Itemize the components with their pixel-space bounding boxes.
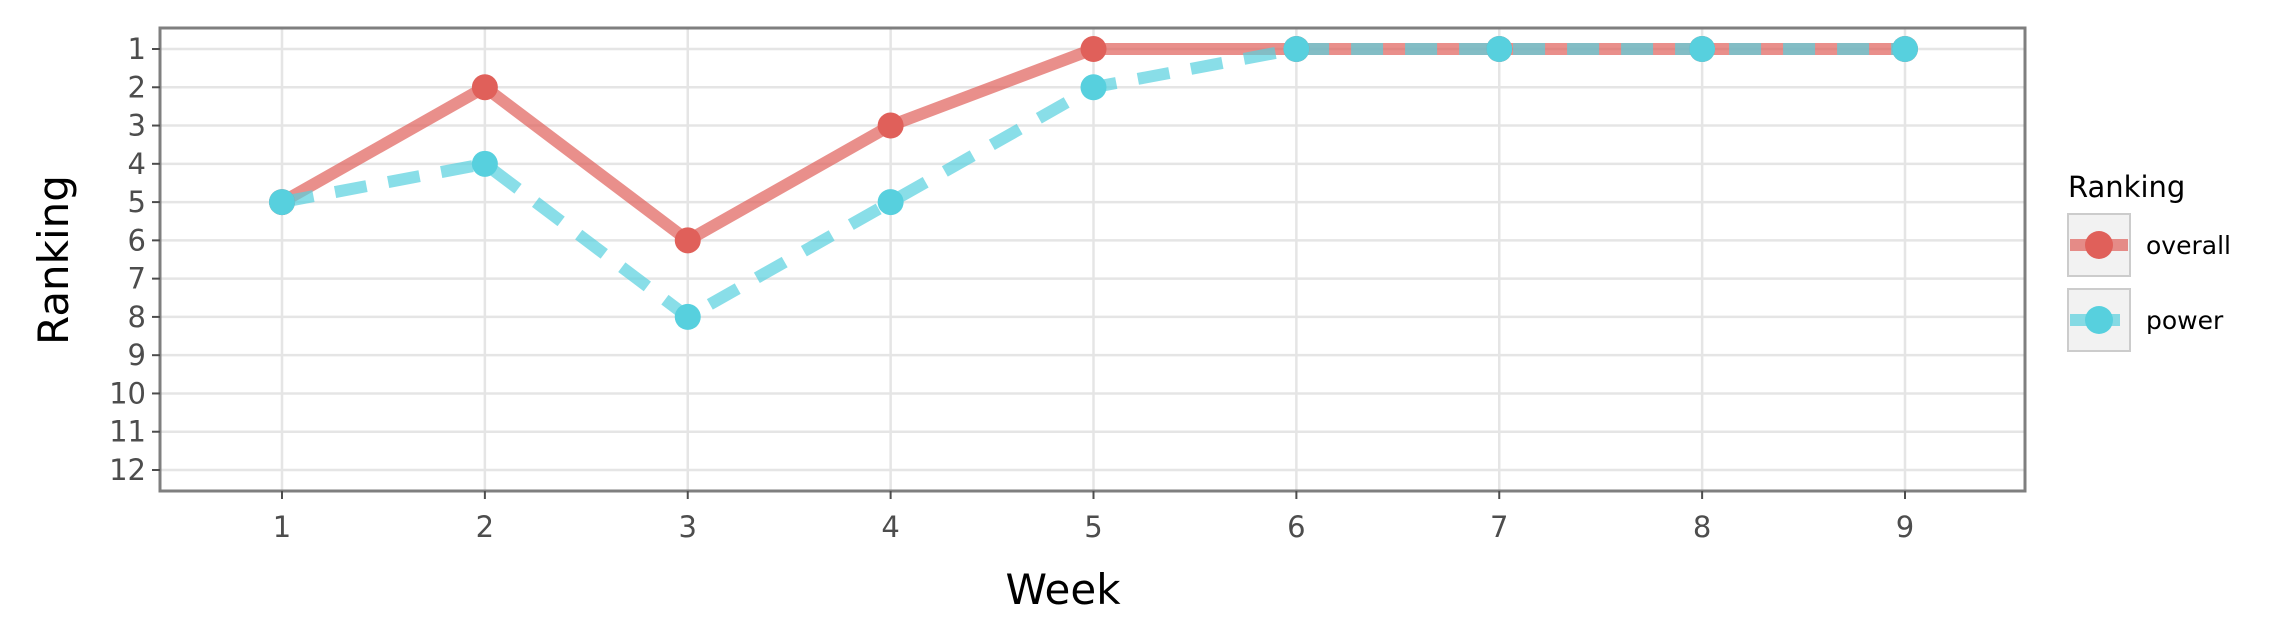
- data-point: [674, 303, 701, 330]
- x-tick-label: 5: [1084, 510, 1102, 544]
- y-tick-label: 11: [109, 415, 146, 449]
- series-layer: [269, 36, 1918, 330]
- x-tick-label: 2: [476, 510, 494, 544]
- data-point: [1080, 74, 1107, 101]
- y-tick-label: 12: [109, 453, 146, 487]
- legend-label: overall: [2146, 231, 2231, 260]
- y-tick-label: 8: [128, 300, 146, 334]
- data-point: [269, 189, 295, 216]
- x-tick-label: 9: [1896, 510, 1914, 544]
- data-point: [1689, 36, 1716, 62]
- y-axis-title: Ranking: [29, 175, 78, 345]
- data-point: [877, 112, 904, 139]
- x-tick-label: 1: [273, 510, 291, 544]
- legend-title: Ranking: [2068, 170, 2185, 204]
- data-point: [1283, 36, 1310, 62]
- data-point: [1486, 36, 1513, 62]
- legend: Ranking overall power: [2067, 170, 2231, 352]
- y-tick-label: 4: [128, 147, 146, 181]
- x-tick-label: 4: [881, 510, 899, 544]
- y-tick-label: 5: [128, 185, 146, 219]
- y-tick-label: 6: [128, 223, 146, 257]
- y-tick-label: 3: [128, 109, 146, 143]
- x-axis-title: Week: [1005, 565, 1121, 614]
- x-tick-label: 8: [1693, 510, 1711, 544]
- legend-label: power: [2146, 306, 2224, 335]
- legend-key-point: [2085, 306, 2113, 334]
- grid: [160, 28, 2025, 491]
- data-point: [471, 74, 498, 101]
- legend-item-overall: overall: [2067, 213, 2231, 277]
- y-tick-label: 2: [128, 70, 146, 104]
- y-tick-label: 10: [109, 376, 146, 410]
- y-tick-label: 7: [128, 262, 146, 296]
- y-tick-label: 1: [128, 32, 146, 66]
- x-tick-label: 6: [1287, 510, 1305, 544]
- series-points-power: [269, 36, 1918, 330]
- y-tick-label: 9: [128, 338, 146, 372]
- legend-key-point: [2085, 231, 2113, 259]
- x-tick-label: 3: [679, 510, 697, 544]
- data-point: [1080, 36, 1107, 62]
- legend-item-power: power: [2067, 288, 2224, 352]
- data-point: [1892, 36, 1918, 62]
- data-point: [471, 150, 498, 177]
- data-point: [877, 189, 904, 216]
- x-tick-label: 7: [1490, 510, 1508, 544]
- data-point: [674, 227, 701, 254]
